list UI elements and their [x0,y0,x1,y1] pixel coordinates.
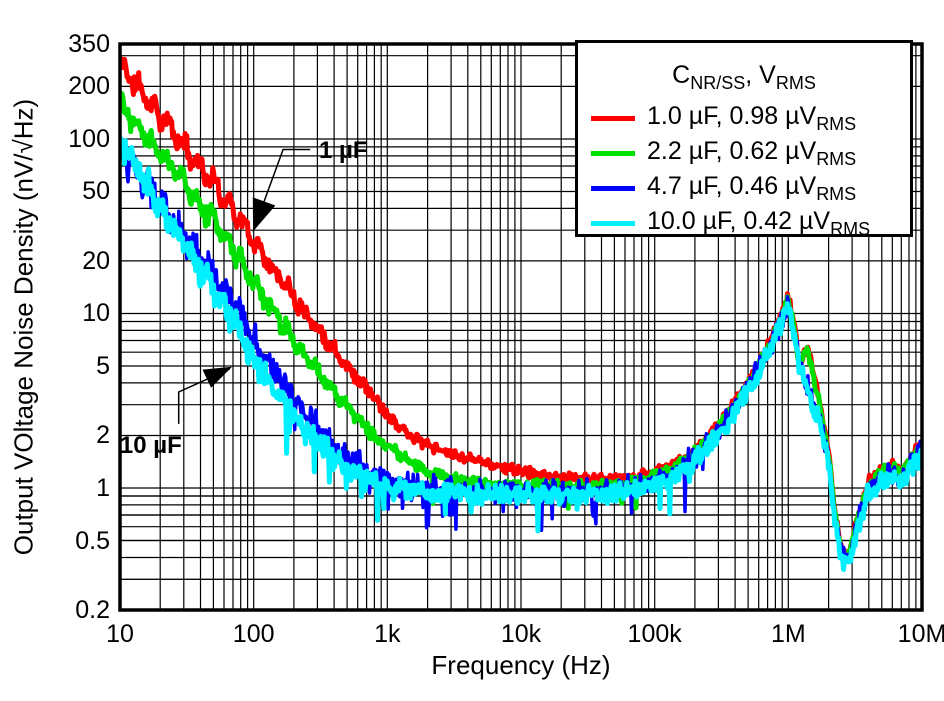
y-tick-label: 2 [96,421,110,450]
subscript-text: NR/SS [690,73,746,93]
legend-swatch [591,186,635,191]
y-tick-label: 0.2 [75,596,110,624]
subscript-text: RMS [816,184,857,204]
curves [120,56,922,572]
legend-label: 1.0 µF, 0.98 µVRMS [647,102,856,135]
annotation-label: 1 µF [319,137,368,164]
legend-entry-1uF: 1.0 µF, 0.98 µVRMS [578,101,910,136]
x-tick-label: 10M [897,620,944,648]
x-tick-label: 1k [374,620,401,648]
plot-frame [118,42,924,612]
legend-label: 2.2 µF, 0.62 µVRMS [647,137,856,170]
annotation-arrowhead [252,197,276,232]
legend-entry-4.7uF: 4.7 µF, 0.46 µVRMS [578,171,910,206]
label-text: 1.0 µF, 0.98 µV [647,102,817,130]
x-tick-label: 100k [627,620,682,648]
legend-entries: 1.0 µF, 0.98 µVRMS 2.2 µF, 0.62 µVRMS 4.7 … [578,101,910,241]
y-tick-label: 0.5 [75,526,110,555]
subscript-text: RMS [816,114,857,134]
subscript-text: RMS [830,219,871,239]
x-axis-title: Frequency (Hz) [431,650,611,680]
label-text: , V [745,61,776,89]
subscript-text: RMS [816,149,857,169]
legend-swatch [591,151,635,156]
curve-10uF [120,136,922,572]
grid [120,44,922,610]
legend-entry-2.2uF: 2.2 µF, 0.62 µVRMS [578,136,910,171]
label-text: 4.7 µF, 0.46 µV [647,172,817,200]
y-tick-label: 1 [96,474,110,502]
legend-entry-10uF: 10.0 µF, 0.42 µVRMS [578,206,910,241]
legend-swatch [591,221,635,226]
y-tick-label: 200 [68,72,110,101]
legend-title: CNR/SS, VRMS [578,59,910,99]
y-tick-label: 20 [82,246,110,275]
label-text: C [672,61,691,89]
x-tick-label: 1M [770,620,806,648]
x-tick-label: 100 [232,620,275,648]
label-text: 10.0 µF, 0.42 µV [647,207,831,235]
y-tick-label: 5 [96,352,110,381]
x-tick-label: 10 [106,620,134,648]
annotation-leader [177,368,230,424]
legend-label: 10.0 µF, 0.42 µVRMS [647,207,870,240]
y-tick-label: 100 [68,124,110,153]
legend: CNR/SS, VRMS 1.0 µF, 0.98 µVRMS 2.2 µF, 0… [575,40,913,239]
label-text: 2.2 µF, 0.62 µV [647,137,817,165]
annotations: 1 µF 10 µF [120,137,368,459]
y-tick-label: 50 [82,177,110,206]
subscript-text: RMS [775,73,816,93]
legend-label: 4.7 µF, 0.46 µVRMS [647,172,856,205]
y-tick-label: 350 [68,30,110,58]
legend-swatch [591,116,635,121]
annotation-arrowhead [202,366,233,388]
y-tick-label: 10 [82,299,110,328]
annotation-label: 10 µF [120,432,182,459]
x-tick-label: 10k [500,620,542,648]
